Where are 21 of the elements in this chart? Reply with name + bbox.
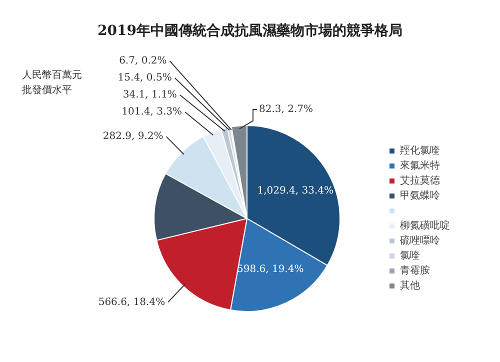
legend-label: 青霉胺 [400, 264, 430, 277]
data-label: 1,029.4, 33.4% [257, 185, 334, 196]
legend-label: 甲氨蝶呤 [400, 190, 440, 202]
data-label: 34.1, 1.1% [122, 90, 177, 101]
data-label: 101.4, 3.3% [122, 106, 182, 118]
text: 人民幣百萬元 [22, 68, 82, 83]
legend-label: 氯喹 [400, 250, 420, 262]
chart-title: 2019年中國傳統合成抗風濕藥物市場的競爭格局 [96, 22, 404, 40]
legend-label: 來氟米特 [400, 160, 440, 172]
data-label: 598.6, 19.4% [236, 264, 304, 275]
legend-label: 其他 [400, 280, 420, 292]
data-label: 6.7, 0.2% [119, 56, 167, 67]
legend-label: 柳氮磺吡啶 [400, 220, 450, 232]
data-label: 82.3, 2.7% [259, 104, 314, 116]
text: 批發價水平 [22, 84, 73, 98]
data-label: 282.9, 9.2% [102, 131, 164, 142]
legend-label: 硫唑嘌呤 [400, 234, 440, 247]
legend-label: 羥化氯喹 [400, 144, 440, 157]
data-label: 566.6, 18.4% [98, 296, 166, 308]
data-label: 15.4, 0.5% [118, 72, 172, 84]
legend-label: 艾拉莫德 [400, 174, 440, 187]
